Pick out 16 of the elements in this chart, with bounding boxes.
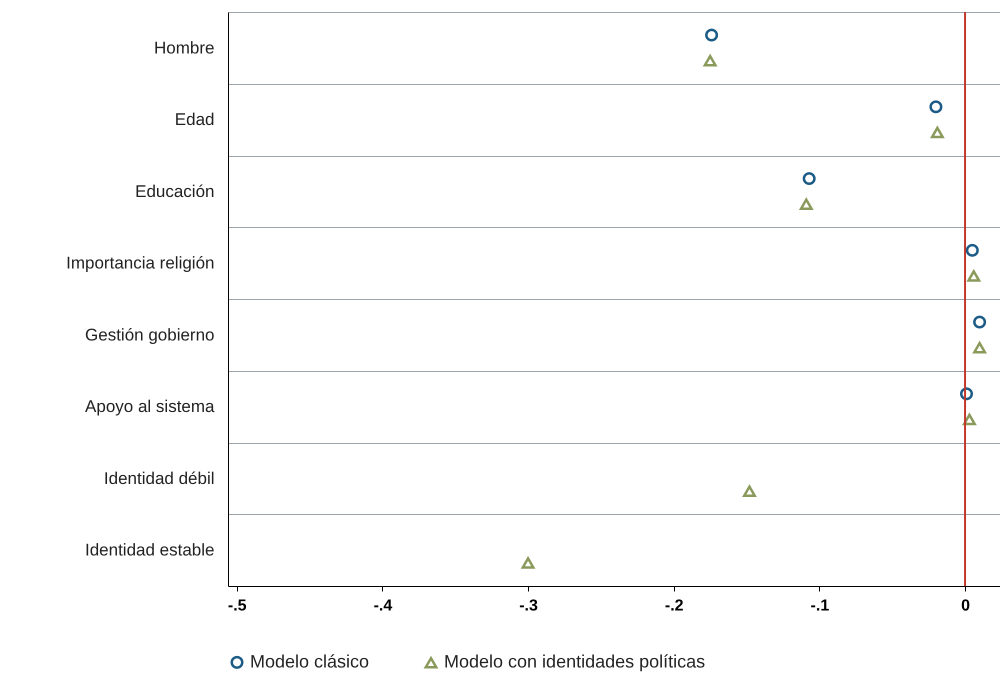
y-tick-label: Apoyo al sistema	[85, 397, 216, 416]
y-tick-label: Gestión gobierno	[85, 325, 214, 344]
legend-label: Modelo clásico	[250, 651, 370, 672]
x-tick-label: -.3	[519, 598, 538, 614]
x-tick-label: -.1	[810, 598, 830, 614]
x-tick-label: -.4	[374, 598, 392, 614]
y-tick-label: Importancia religión	[66, 254, 214, 273]
x-tick-label: -.2	[664, 598, 684, 614]
y-tick-label: Educación	[135, 182, 214, 201]
y-tick-label: Edad	[174, 110, 214, 130]
y-tick-label: Identidad débil	[104, 468, 214, 488]
y-tick-label: Identidad estable	[85, 540, 214, 560]
x-tick-label: 0	[961, 598, 970, 614]
y-tick-label: Hombre	[154, 38, 214, 58]
x-tick-label: -.5	[228, 598, 247, 614]
legend-label: Modelo con identidades políticas	[444, 652, 706, 672]
